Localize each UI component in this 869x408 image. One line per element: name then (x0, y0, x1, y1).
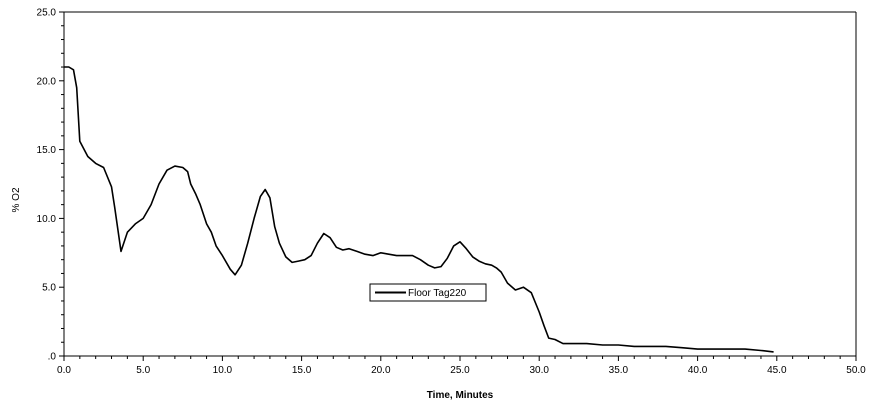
x-axis-title: Time, Minutes (427, 390, 494, 401)
series-lines (64, 66, 774, 353)
x-tick-label: 10.0 (213, 365, 233, 376)
y-tick-label: 25.0 (37, 8, 57, 19)
x-tick-label: 20.0 (371, 365, 391, 376)
axes (63, 11, 857, 357)
x-tick-label: 5.0 (136, 365, 150, 376)
tick-marks: .0 5.0 10.0 15.0 20.0 25.0 0.0 5.0 10.0 15.0 20.0 2… (37, 8, 867, 377)
x-tick-label: 25.0 (450, 365, 470, 376)
x-tick-label: 45.0 (767, 365, 787, 376)
x-tick-label: 0.0 (57, 365, 71, 376)
y-axis-title: % O2 (11, 187, 22, 212)
y-tick-label: 10.0 (37, 214, 57, 225)
legend-box (369, 283, 487, 302)
y-tick-label: 20.0 (37, 76, 57, 87)
y-tick-label: 5.0 (42, 283, 56, 294)
x-tick-label: 50.0 (846, 365, 866, 376)
x-tick-label: 15.0 (292, 365, 312, 376)
series-line (64, 66, 774, 353)
x-tick-label: 35.0 (609, 365, 629, 376)
y-tick-label: .0 (48, 352, 57, 363)
y-tick-label: 15.0 (37, 145, 57, 156)
x-tick-label: 30.0 (529, 365, 549, 376)
legend: Floor Tag220 (369, 283, 487, 302)
legend-label: Floor Tag220 (408, 288, 467, 299)
x-tick-label: 40.0 (688, 365, 708, 376)
